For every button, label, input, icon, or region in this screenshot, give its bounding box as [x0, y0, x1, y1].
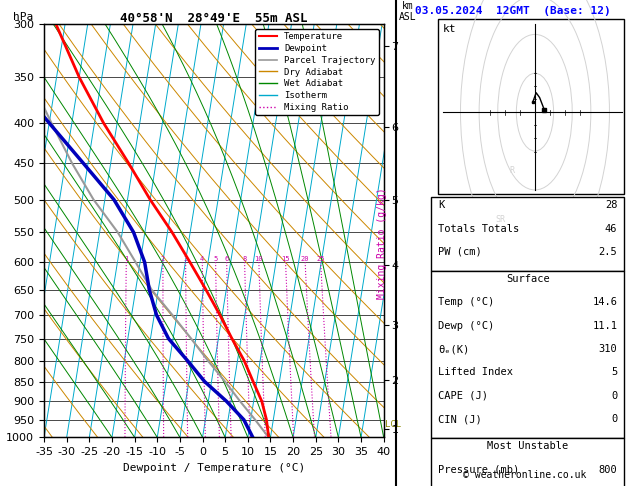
Text: Pressure (mb): Pressure (mb) [438, 465, 520, 475]
Text: 5: 5 [611, 367, 617, 378]
Text: km
ASL: km ASL [399, 0, 416, 22]
Text: 15: 15 [281, 256, 290, 262]
Text: 2.5: 2.5 [599, 247, 617, 257]
Text: Surface: Surface [506, 274, 550, 284]
Text: 0: 0 [611, 414, 617, 424]
Text: 10: 10 [255, 256, 263, 262]
Text: Mixing Ratio (g/kg): Mixing Ratio (g/kg) [377, 187, 387, 299]
Text: 28: 28 [605, 200, 617, 210]
Text: 4: 4 [200, 256, 204, 262]
Text: 2: 2 [161, 256, 165, 262]
Text: LCL: LCL [386, 419, 401, 429]
Text: © weatheronline.co.uk: © weatheronline.co.uk [462, 470, 586, 480]
Text: 11.1: 11.1 [593, 321, 617, 331]
Text: 03.05.2024  12GMT  (Base: 12): 03.05.2024 12GMT (Base: 12) [415, 6, 611, 16]
Text: Totals Totals: Totals Totals [438, 224, 520, 234]
Text: 800: 800 [599, 465, 617, 475]
Text: R: R [509, 166, 514, 175]
Text: 310: 310 [599, 344, 617, 354]
Text: 5: 5 [213, 256, 218, 262]
Text: Dewp (°C): Dewp (°C) [438, 321, 494, 331]
Text: 3: 3 [184, 256, 187, 262]
Text: SR: SR [495, 215, 505, 224]
Text: CIN (J): CIN (J) [438, 414, 482, 424]
Text: PW (cm): PW (cm) [438, 247, 482, 257]
Text: 0: 0 [611, 391, 617, 401]
Legend: Temperature, Dewpoint, Parcel Trajectory, Dry Adiabat, Wet Adiabat, Isotherm, Mi: Temperature, Dewpoint, Parcel Trajectory… [255, 29, 379, 115]
Text: 20: 20 [301, 256, 309, 262]
Text: 40°58'N  28°49'E  55m ASL: 40°58'N 28°49'E 55m ASL [120, 12, 308, 25]
Text: θₑ(K): θₑ(K) [438, 344, 469, 354]
Bar [431, 438, 625, 486]
Bar [438, 19, 625, 194]
Text: Lifted Index: Lifted Index [438, 367, 513, 378]
Text: hPa: hPa [13, 12, 34, 22]
Text: 8: 8 [242, 256, 247, 262]
Text: kt: kt [443, 24, 456, 35]
Text: 25: 25 [316, 256, 325, 262]
Text: CAPE (J): CAPE (J) [438, 391, 488, 401]
Text: Most Unstable: Most Unstable [487, 441, 569, 451]
Text: K: K [438, 200, 445, 210]
X-axis label: Dewpoint / Temperature (°C): Dewpoint / Temperature (°C) [123, 463, 305, 473]
Text: 46: 46 [605, 224, 617, 234]
Text: 6: 6 [225, 256, 229, 262]
Bar [431, 271, 625, 438]
Text: 14.6: 14.6 [593, 297, 617, 308]
Text: Temp (°C): Temp (°C) [438, 297, 494, 308]
Bar [431, 197, 625, 271]
Text: 1: 1 [124, 256, 128, 262]
